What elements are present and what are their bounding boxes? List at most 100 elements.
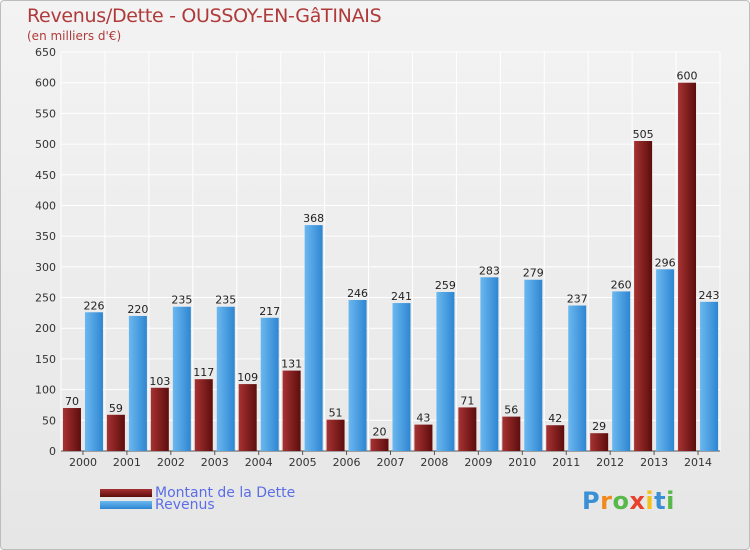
bar-revenus-2008 bbox=[436, 292, 455, 451]
data-label-debt-2007: 20 bbox=[373, 426, 387, 439]
logo-letter: t bbox=[654, 487, 667, 515]
y-tick-label: 450 bbox=[35, 169, 56, 182]
x-tick-label-2001: 2001 bbox=[113, 456, 141, 469]
bar-layer bbox=[62, 82, 719, 451]
logo-letter: r bbox=[600, 487, 613, 515]
chart-title: Revenus/Dette - OUSSOY-EN-GâTINAIS bbox=[27, 5, 382, 27]
bar-debt-2009 bbox=[458, 407, 477, 451]
y-tick-label: 200 bbox=[35, 322, 56, 335]
bar-debt-2001 bbox=[106, 414, 125, 451]
data-label-debt-2002: 103 bbox=[149, 375, 170, 388]
y-tick-label: 300 bbox=[35, 261, 56, 274]
bar-debt-2006 bbox=[326, 419, 345, 451]
logo-letter: P bbox=[582, 487, 601, 515]
x-tick-label-2013: 2013 bbox=[640, 456, 668, 469]
bar-debt-2004 bbox=[238, 384, 257, 451]
data-label-debt-2008: 43 bbox=[416, 412, 430, 425]
data-label-debt-2001: 59 bbox=[109, 402, 123, 415]
x-tick-label-2007: 2007 bbox=[377, 456, 405, 469]
data-label-debt-2004: 109 bbox=[237, 371, 258, 384]
data-label-debt-2011: 42 bbox=[548, 412, 562, 425]
x-tick-label-2003: 2003 bbox=[201, 456, 229, 469]
data-label-revenus-2003: 235 bbox=[215, 294, 236, 307]
y-tick-label: 500 bbox=[35, 138, 56, 151]
x-tick-label-2011: 2011 bbox=[552, 456, 580, 469]
legend-swatch-debt bbox=[100, 489, 152, 497]
bar-debt-2012 bbox=[590, 433, 609, 451]
data-label-revenus-2006: 246 bbox=[347, 287, 368, 300]
y-tick-label: 400 bbox=[35, 199, 56, 212]
data-label-debt-2010: 56 bbox=[504, 404, 518, 417]
x-tick-label-2012: 2012 bbox=[596, 456, 624, 469]
bar-revenus-2014 bbox=[700, 301, 719, 451]
bar-debt-2007 bbox=[370, 438, 389, 451]
data-label-revenus-2004: 217 bbox=[259, 305, 280, 318]
data-label-revenus-2008: 259 bbox=[435, 279, 456, 292]
y-tick-label: 50 bbox=[42, 414, 56, 427]
data-label-revenus-2011: 237 bbox=[567, 293, 588, 306]
data-label-debt-2005: 131 bbox=[281, 358, 302, 371]
data-label-revenus-2012: 260 bbox=[611, 278, 632, 291]
bar-debt-2008 bbox=[414, 424, 433, 451]
bar-revenus-2002 bbox=[172, 306, 191, 451]
bar-debt-2003 bbox=[194, 379, 213, 451]
logo-letter: i bbox=[666, 487, 675, 515]
y-tick-label: 0 bbox=[49, 445, 56, 458]
logo-letter: i bbox=[645, 487, 655, 515]
y-tick-label: 650 bbox=[35, 46, 56, 59]
data-label-debt-2006: 51 bbox=[329, 407, 343, 420]
x-tick-label-2009: 2009 bbox=[464, 456, 492, 469]
bar-debt-2005 bbox=[282, 370, 301, 451]
x-tick-label-2005: 2005 bbox=[289, 456, 317, 469]
bar-debt-2010 bbox=[502, 416, 521, 451]
data-label-revenus-2013: 296 bbox=[655, 256, 676, 269]
data-label-revenus-2005: 368 bbox=[303, 212, 324, 225]
y-tick-label: 600 bbox=[35, 77, 56, 90]
proxiti-logo: Proxiti bbox=[582, 487, 675, 515]
x-tick-label-2008: 2008 bbox=[420, 456, 448, 469]
x-tick-label-2002: 2002 bbox=[157, 456, 185, 469]
y-tick-label: 100 bbox=[35, 384, 56, 397]
data-label-debt-2014: 600 bbox=[677, 70, 698, 83]
data-label-debt-2003: 117 bbox=[193, 366, 214, 379]
data-label-revenus-2007: 241 bbox=[391, 290, 412, 303]
x-tick-label-2014: 2014 bbox=[684, 456, 712, 469]
x-tick-label-2010: 2010 bbox=[508, 456, 536, 469]
data-label-debt-2012: 29 bbox=[592, 420, 606, 433]
bar-debt-2011 bbox=[546, 425, 565, 451]
data-label-debt-2009: 71 bbox=[460, 394, 474, 407]
bar-revenus-2011 bbox=[568, 305, 587, 451]
y-tick-label: 250 bbox=[35, 292, 56, 305]
bar-revenus-2013 bbox=[656, 269, 675, 451]
data-label-revenus-2014: 243 bbox=[699, 289, 720, 302]
label-layer: 70 226 59 220 103 235 117 235 109 217 131 368 51 246 2… bbox=[65, 70, 720, 439]
y-tick-label: 350 bbox=[35, 230, 56, 243]
legend-label-revenus: Revenus bbox=[155, 497, 215, 513]
x-tick-label-2004: 2004 bbox=[245, 456, 273, 469]
bar-revenus-2004 bbox=[260, 317, 279, 451]
logo-letter: x bbox=[629, 487, 646, 515]
data-label-debt-2000: 70 bbox=[65, 395, 79, 408]
y-tick-label: 550 bbox=[35, 107, 56, 120]
data-label-revenus-2001: 220 bbox=[127, 303, 148, 316]
logo-letter: o bbox=[612, 487, 630, 515]
data-label-revenus-2000: 226 bbox=[83, 299, 104, 312]
chart-subtitle: (en milliers d'€) bbox=[27, 29, 122, 43]
bar-debt-2013 bbox=[634, 141, 653, 451]
y-tick-label: 150 bbox=[35, 353, 56, 366]
bar-revenus-2009 bbox=[480, 277, 499, 451]
bar-revenus-2006 bbox=[348, 299, 367, 451]
grid-layer bbox=[60, 51, 721, 452]
bar-debt-2000 bbox=[62, 408, 81, 451]
x-tick-label-2000: 2000 bbox=[69, 456, 97, 469]
legend-swatch-revenus bbox=[100, 501, 152, 509]
bar-revenus-2005 bbox=[304, 225, 323, 451]
bar-revenus-2003 bbox=[216, 306, 235, 451]
data-label-revenus-2010: 279 bbox=[523, 267, 544, 280]
bar-revenus-2001 bbox=[128, 315, 147, 451]
legend-label-debt: Montant de la Dette bbox=[155, 485, 296, 501]
data-label-revenus-2002: 235 bbox=[171, 294, 192, 307]
axis-layer: 0 50 100 150 200 250 300 350 400 450 500 550 600 650 2… bbox=[35, 46, 720, 469]
